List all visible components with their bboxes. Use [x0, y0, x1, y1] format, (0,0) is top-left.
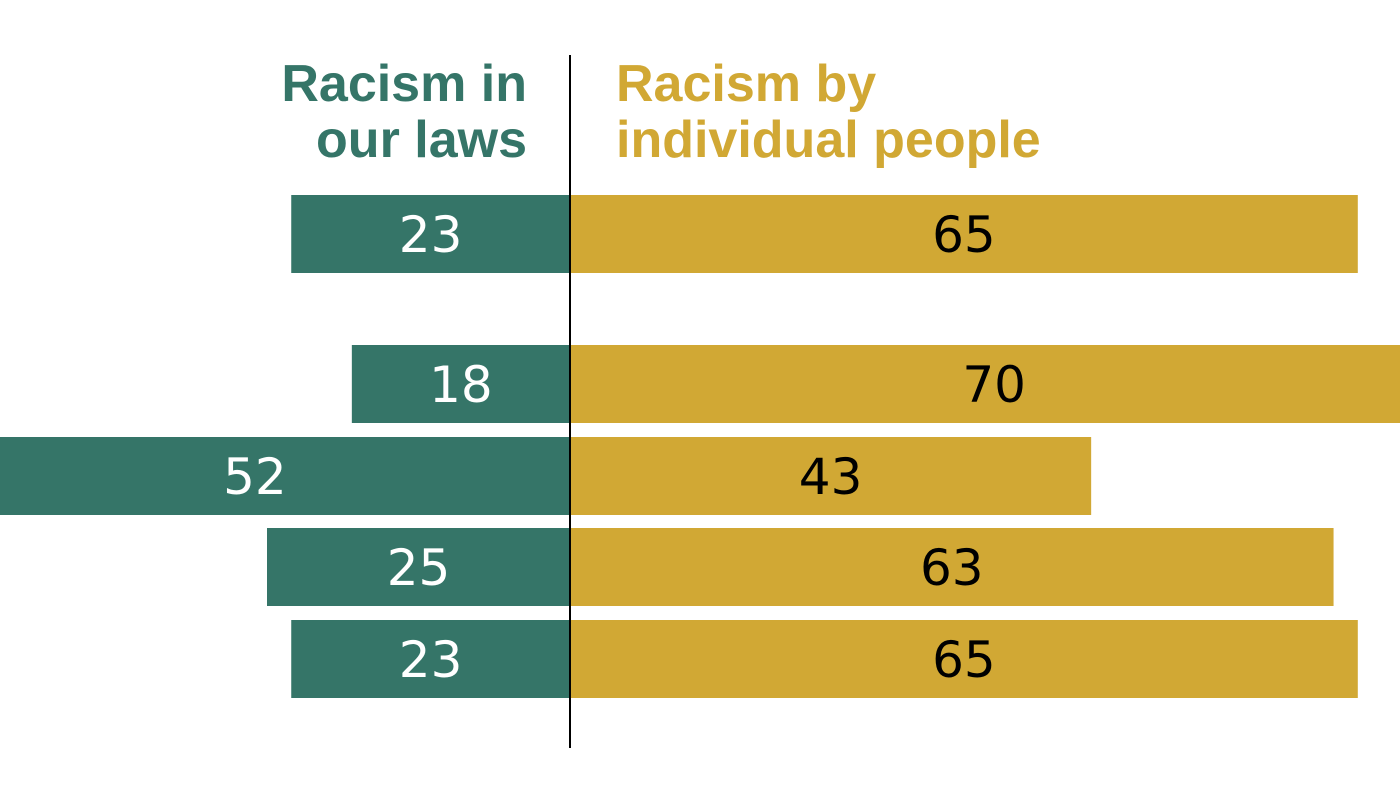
bar-individuals-3 [570, 437, 1092, 515]
bar-label-laws-1: 23 [399, 206, 463, 264]
bar-individuals-5 [570, 620, 1358, 698]
bar-label-individuals-4: 63 [920, 539, 984, 597]
bar-label-individuals-3: 43 [799, 448, 863, 506]
bar-laws-2 [351, 345, 570, 423]
bar-individuals-4 [570, 528, 1334, 606]
bar-laws-4 [267, 528, 570, 606]
bar-laws-1 [291, 195, 570, 273]
bar-individuals-2 [570, 345, 1400, 423]
series-header-laws-line2: our laws [316, 111, 527, 169]
bars-group: 23 65 18 70 52 43 25 63 23 65 [0, 195, 1400, 698]
bar-label-individuals-2: 70 [962, 356, 1026, 414]
bar-label-individuals-1: 65 [932, 206, 996, 264]
series-header-laws-line1: Racism in [281, 55, 527, 113]
series-header-individuals-line1: Racism by [616, 55, 877, 113]
bar-label-laws-2: 18 [429, 356, 493, 414]
bar-individuals-1 [570, 195, 1358, 273]
bar-label-individuals-5: 65 [932, 631, 996, 689]
series-header-individuals: Racism by individual people [616, 56, 1041, 168]
bar-label-laws-4: 25 [387, 539, 451, 597]
series-header-individuals-line2: individual people [616, 111, 1041, 169]
series-header-laws: Racism in our laws [281, 56, 527, 168]
bar-laws-3 [0, 437, 570, 515]
bar-label-laws-5: 23 [399, 631, 463, 689]
bar-laws-5 [291, 620, 570, 698]
bar-label-laws-3: 52 [223, 448, 287, 506]
